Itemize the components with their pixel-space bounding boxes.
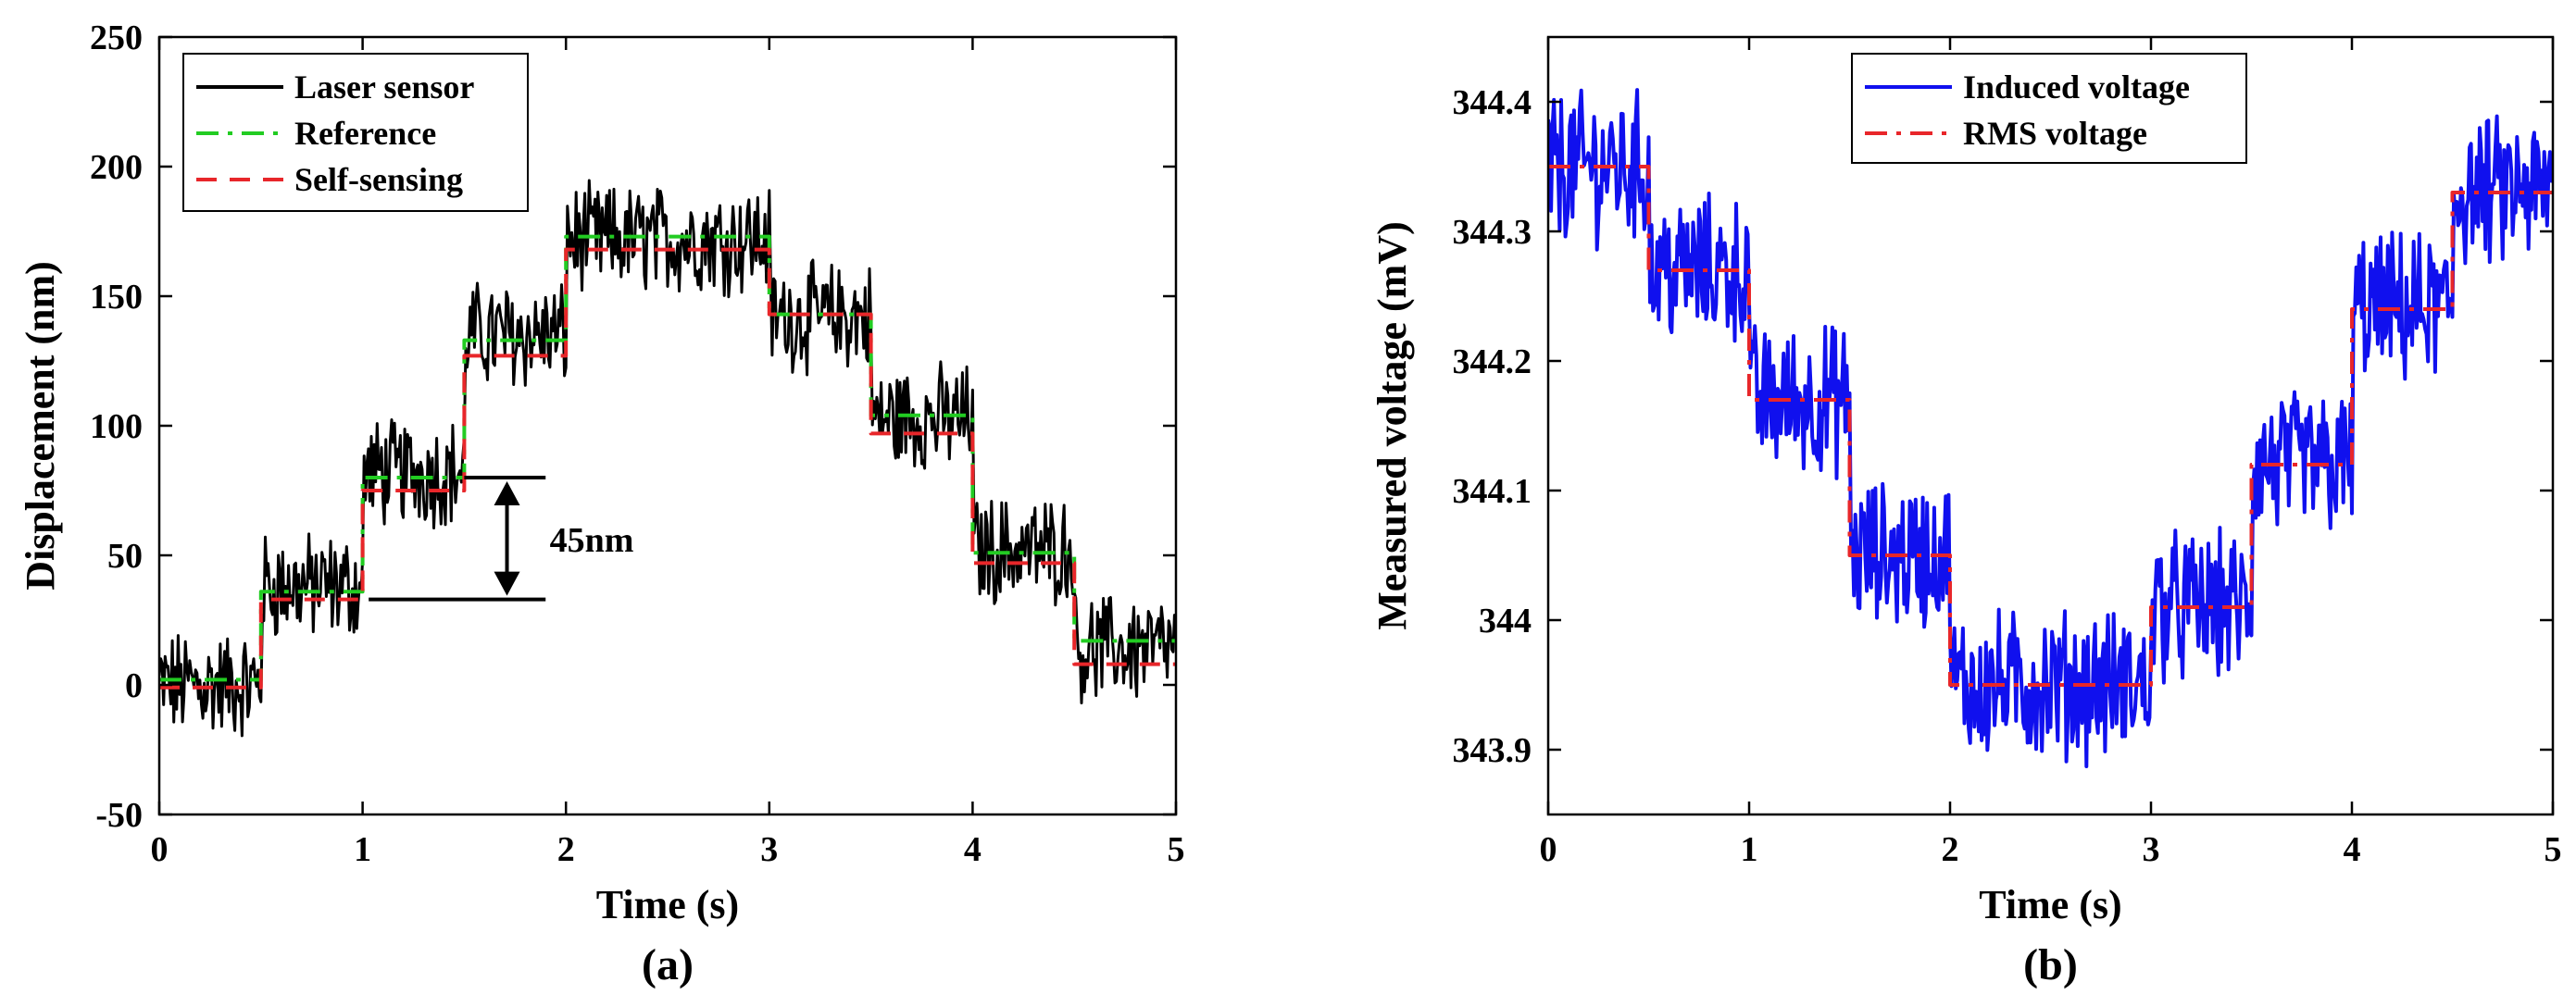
series-line-self-sensing (159, 247, 1176, 690)
x-tick-label: 3 (2143, 830, 2160, 869)
plot-area-b (1548, 88, 2553, 768)
x-tick-label: 1 (354, 830, 371, 869)
legend-label: RMS voltage (1963, 115, 2147, 152)
y-axis-label: Measured voltage (mV) (1369, 221, 1415, 630)
series-line-rms-voltage (1548, 165, 2553, 687)
annotation-label: 45nm (550, 521, 634, 560)
x-tick-label: 2 (557, 830, 575, 869)
legend-label: Reference (294, 115, 436, 152)
y-tick-label: 343.9 (1453, 731, 1532, 770)
legend: Laser sensor Reference Self-sensing (182, 53, 529, 212)
plot-area-a (159, 179, 1176, 738)
y-tick-label: 344 (1479, 602, 1532, 640)
panel-caption: (a) (642, 940, 694, 989)
x-tick-label: 0 (151, 830, 169, 869)
y-tick-label: -50 (95, 796, 143, 835)
x-tick-label: 3 (760, 830, 778, 869)
y-tick-label: 344.3 (1453, 213, 1532, 252)
y-tick-label: 0 (125, 666, 143, 705)
annotation-arrowhead-down (494, 571, 520, 596)
x-tick-label: 2 (1942, 830, 1959, 869)
x-tick-label: 4 (2344, 830, 2361, 869)
series-line-laser-sensor (159, 179, 1176, 738)
annotation-arrowhead-up (494, 481, 520, 505)
y-tick-label: 250 (90, 19, 143, 57)
y-tick-label: 344.4 (1453, 83, 1532, 122)
y-tick-label: 344.2 (1453, 342, 1532, 381)
x-tick-label: 0 (1540, 830, 1557, 869)
x-tick-label: 1 (1741, 830, 1758, 869)
y-tick-label: 200 (90, 148, 143, 187)
legend-box (182, 53, 529, 212)
series-line-induced-voltage (1548, 88, 2553, 768)
x-tick-label: 5 (1168, 830, 1185, 869)
x-tick-label: 5 (2545, 830, 2562, 869)
legend-box (1851, 53, 2247, 164)
legend-label: Self-sensing (294, 161, 463, 198)
y-tick-label: 344.1 (1453, 472, 1532, 511)
panel-caption: (b) (2023, 940, 2078, 989)
series-line-reference (159, 234, 1176, 682)
panel-b: 0 1 2 3 4 5 343.9 344 344.1 344.2 344.3 344.4 Time (… (1369, 35, 2562, 989)
legend-label: Induced voltage (1963, 68, 2190, 106)
legend-label: Laser sensor (294, 68, 474, 106)
x-axis-label: Time (s) (1979, 882, 2121, 927)
y-tick-label: 50 (107, 537, 143, 576)
legend: Induced voltage RMS voltage (1851, 53, 2247, 164)
axes-frame (1546, 35, 2555, 816)
y-tick-label: 100 (90, 407, 143, 446)
y-axis-label: Displacement (nm) (18, 261, 63, 591)
x-tick-label: 4 (964, 830, 982, 869)
x-axis-label: Time (s) (596, 882, 739, 927)
y-tick-label: 150 (90, 278, 143, 317)
annotation-45nm: 45nm (369, 476, 634, 602)
